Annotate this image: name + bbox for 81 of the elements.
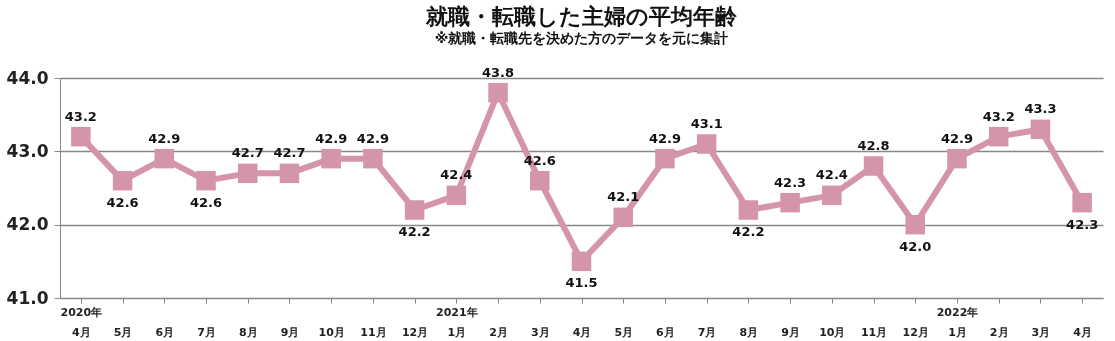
x-tick-label: 5月	[113, 325, 133, 339]
point	[863, 156, 884, 176]
data-label: 42.8	[857, 138, 890, 153]
point	[905, 214, 926, 235]
point	[363, 148, 383, 169]
point	[571, 251, 592, 272]
data-label: 43.2	[982, 108, 1015, 124]
y-tick-label: 41.0	[6, 287, 49, 308]
x-tick-label: 10月	[819, 325, 846, 339]
point	[237, 163, 258, 184]
point	[1030, 119, 1051, 140]
data-label: 42.6	[189, 194, 223, 210]
x-tick-label: 11月	[860, 325, 888, 339]
data-label: 42.3	[1066, 216, 1099, 232]
point	[196, 170, 216, 191]
point	[822, 185, 842, 206]
x-tick-label: 2月	[489, 325, 508, 339]
data-label: 42.1	[607, 189, 640, 205]
x-tick-label: 11月	[360, 325, 387, 339]
point	[1072, 192, 1092, 213]
x-tick-label: 4月	[572, 325, 592, 339]
x-tick-label: 10月	[318, 325, 345, 339]
x-tick-label: 5月	[614, 325, 634, 339]
x-tick-label: 4月	[1073, 325, 1092, 339]
x-tick-label: 2月	[989, 325, 1009, 339]
data-label: 41.5	[565, 275, 598, 291]
data-label: 42.7	[231, 145, 264, 161]
data-label: 42.9	[940, 130, 974, 146]
point	[988, 126, 1009, 147]
data-label: 42.7	[273, 145, 306, 161]
y-tick-label: 42.0	[6, 214, 49, 235]
point	[738, 200, 759, 220]
data-label: 42.3	[774, 174, 807, 190]
data-label: 43.3	[1024, 101, 1057, 117]
point	[154, 148, 175, 169]
point	[530, 170, 550, 191]
point	[446, 185, 467, 206]
x-tick-label: 9月	[280, 325, 300, 339]
x-tick-label: 2022年 1月	[936, 305, 979, 339]
data-label: 42.2	[398, 224, 431, 239]
data-label: 42.6	[523, 152, 556, 168]
x-tick-label: 2020年 4月	[60, 305, 103, 339]
chart-title: 就職・転職した主婦の平均年齢	[425, 3, 738, 29]
data-label: 42.6	[106, 194, 139, 210]
y-tick-label: 43.0	[6, 140, 49, 161]
x-tick-label: 2021年 1月	[436, 305, 478, 339]
data-label: 42.4	[440, 167, 473, 183]
data-label: 42.9	[315, 130, 348, 146]
x-tick-label: 8月	[739, 325, 759, 339]
x-tick-label: 12月	[401, 325, 429, 339]
x-tick-label: 3月	[530, 325, 550, 339]
data-label: 43.1	[690, 116, 723, 131]
point	[279, 163, 300, 184]
x-tick-label: 6月	[656, 325, 675, 339]
x-tick-label: 7月	[697, 325, 717, 339]
data-label: 42.9	[648, 130, 681, 146]
data-label: 42.2	[732, 224, 765, 239]
x-tick-label: 3月	[1031, 325, 1051, 339]
x-tick-label: 8月	[238, 325, 258, 339]
chart-subtitle: ※就職・転職先を決めた方のデータを元に集計	[434, 29, 729, 46]
point	[71, 126, 91, 147]
x-tick-label: 7月	[197, 325, 216, 339]
data-label: 42.4	[815, 167, 848, 183]
point	[488, 82, 508, 103]
point	[112, 170, 133, 191]
point	[613, 207, 633, 228]
data-label: 42.9	[148, 130, 181, 146]
point	[321, 148, 341, 169]
data-label: 42.0	[899, 238, 932, 254]
y-tick-label: 44.0	[6, 67, 49, 88]
point	[696, 134, 717, 154]
point	[780, 192, 800, 213]
data-label: 42.9	[356, 130, 389, 146]
point	[655, 148, 675, 169]
data-label: 43.2	[64, 108, 97, 124]
data-label: 43.8	[482, 64, 515, 80]
x-tick-label: 9月	[781, 325, 800, 339]
point	[947, 148, 967, 169]
x-tick-label: 6月	[155, 325, 175, 339]
point	[404, 200, 425, 220]
x-tick-label: 12月	[902, 325, 929, 339]
